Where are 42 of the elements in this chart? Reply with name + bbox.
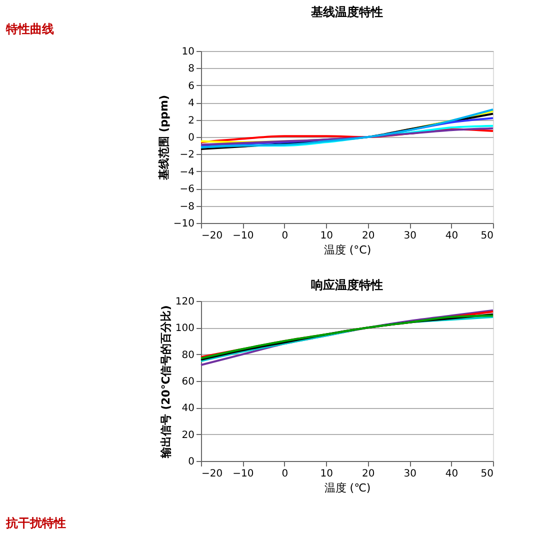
y-tick-label: 4 xyxy=(188,98,194,110)
y-tick-label: −8 xyxy=(180,201,194,212)
y-tick-label: 20 xyxy=(182,430,194,441)
y-tick-label: 120 xyxy=(175,296,194,308)
x-axis-title: 温度 (℃) xyxy=(324,482,371,494)
chart-title: 基线温度特性 xyxy=(310,5,383,19)
x-tick-label: 50 xyxy=(480,230,494,242)
y-tick-label: −2 xyxy=(180,150,194,161)
x-tick-label: 30 xyxy=(404,230,416,242)
y-tick-label: 40 xyxy=(182,403,194,414)
x-tick-label: 0 xyxy=(282,230,288,242)
text: 抗干扰特性 xyxy=(5,516,66,530)
y-tick-label: −10 xyxy=(173,218,194,230)
x-tick-label: 30 xyxy=(404,468,416,480)
x-tick-label: −10 xyxy=(232,468,254,480)
y-tick-label: 60 xyxy=(182,376,194,388)
x-tick-label: −20 xyxy=(202,230,223,242)
y-tick-label: −6 xyxy=(180,184,194,196)
x-tick-label: −10 xyxy=(232,230,254,242)
y-tick-label: 6 xyxy=(188,80,194,92)
y-axis-title: 输出信号 (20℃信号的百分比) xyxy=(159,305,172,459)
y-tick-label: 10 xyxy=(182,46,194,58)
x-tick-label: 50 xyxy=(480,468,494,480)
text: 特性曲线 xyxy=(5,22,54,36)
y-tick-label: 0 xyxy=(188,132,194,144)
y-axis-title: 基线范围 (ppm) xyxy=(157,94,170,182)
x-tick-label: 40 xyxy=(445,468,458,480)
y-tick-label: 100 xyxy=(175,323,194,334)
x-tick-label: −20 xyxy=(202,468,223,480)
x-tick-label: 20 xyxy=(362,230,375,242)
y-tick-label: 8 xyxy=(188,64,194,75)
y-tick-label: 0 xyxy=(188,456,194,468)
x-tick-label: 20 xyxy=(362,468,375,480)
x-tick-label: 10 xyxy=(320,230,334,242)
x-tick-label: 0 xyxy=(282,468,288,480)
x-tick-label: 40 xyxy=(445,230,458,242)
x-tick-label: 10 xyxy=(320,468,334,480)
y-tick-label: 2 xyxy=(188,115,194,126)
chart-title: 响应温度特性 xyxy=(311,278,383,292)
y-tick-label: 80 xyxy=(182,350,194,361)
y-tick-label: −4 xyxy=(180,166,194,178)
x-axis-title: 温度 (°C) xyxy=(324,244,372,256)
